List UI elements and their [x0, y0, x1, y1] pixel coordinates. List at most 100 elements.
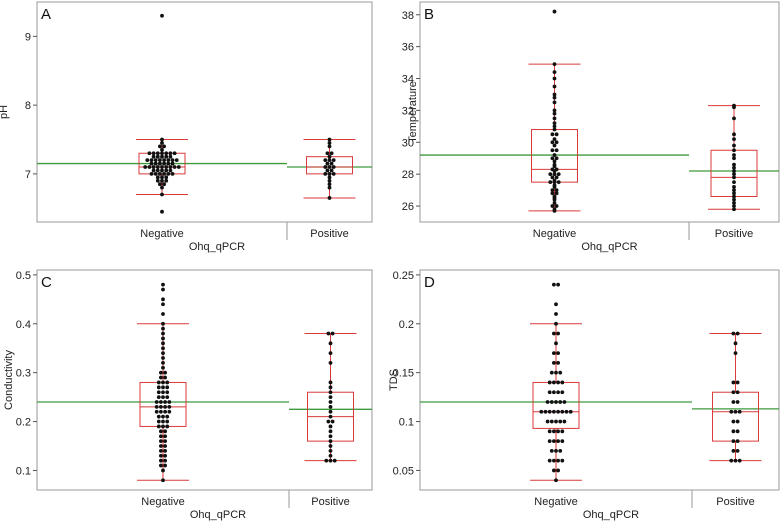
data-point [324, 458, 329, 463]
points-positive [732, 103, 736, 212]
data-point [154, 404, 159, 409]
plot-frame [36, 1, 373, 223]
data-point [170, 158, 175, 163]
data-point [732, 116, 736, 121]
data-point [562, 419, 567, 424]
data-point [161, 380, 165, 385]
data-point [158, 144, 162, 149]
data-point [155, 154, 160, 159]
data-point [552, 62, 557, 67]
data-point [735, 400, 740, 404]
data-point [159, 409, 163, 414]
data-point [549, 419, 554, 424]
data-point [552, 108, 557, 113]
data-point [159, 458, 163, 463]
data-point [328, 380, 333, 385]
data-point [323, 165, 328, 169]
data-point [161, 302, 165, 307]
data-point [732, 153, 736, 157]
data-point [163, 448, 168, 453]
data-point [327, 175, 332, 180]
data-point [329, 151, 334, 156]
data-point [165, 395, 170, 400]
data-point [560, 458, 565, 463]
y-tick-label: 0.25 [393, 270, 414, 282]
data-point [558, 400, 563, 404]
data-point [558, 370, 563, 375]
data-point [329, 161, 334, 166]
data-point [327, 185, 332, 190]
data-point [552, 185, 557, 189]
data-point [159, 434, 163, 439]
data-point [166, 161, 171, 166]
data-point [154, 400, 159, 404]
data-point [732, 191, 736, 196]
data-point [554, 188, 559, 193]
data-point [163, 375, 168, 380]
data-point [550, 156, 555, 161]
data-point [552, 116, 557, 121]
category-label-positive: Positive [310, 228, 349, 240]
data-point [149, 161, 154, 166]
data-point [549, 448, 554, 453]
data-point [735, 390, 740, 395]
data-point [156, 380, 161, 385]
data-point [163, 409, 168, 414]
data-point [545, 400, 550, 404]
x-axis-label: Ohq_qPCR [190, 509, 246, 521]
data-point [161, 351, 165, 356]
data-point [159, 444, 163, 448]
data-point [151, 165, 156, 169]
data-point [149, 171, 154, 176]
data-point [164, 165, 169, 169]
data-point [156, 395, 161, 400]
data-point [160, 154, 164, 159]
y-tick-label: 28 [402, 169, 414, 181]
data-point [556, 409, 560, 414]
data-point [149, 158, 154, 163]
data-point [729, 409, 734, 414]
data-point [155, 151, 160, 156]
data-point [325, 151, 330, 156]
x-axis-label: Ohq_qPCR [189, 241, 245, 253]
y-tick-label: 0.15 [393, 368, 414, 380]
y-tick-label: 0.4 [16, 319, 31, 331]
data-point [176, 165, 181, 169]
data-point [328, 404, 333, 409]
data-point [331, 171, 336, 176]
data-point [328, 341, 333, 346]
data-point [552, 84, 557, 89]
data-point [552, 172, 557, 177]
data-point [155, 178, 160, 183]
data-point [552, 153, 557, 157]
y-tick-label: 8 [25, 100, 31, 112]
data-point [163, 429, 168, 434]
data-point [153, 158, 158, 163]
plot-frame [36, 269, 373, 491]
data-point [325, 168, 330, 173]
data-point [327, 171, 332, 176]
plot-frame [419, 269, 780, 491]
data-point [170, 171, 175, 176]
data-point [143, 165, 148, 169]
data-point [161, 424, 165, 429]
data-point [160, 168, 164, 173]
data-point [165, 390, 170, 395]
data-point [556, 429, 560, 434]
data-point [732, 148, 736, 153]
y-tick-label: 38 [402, 10, 414, 22]
data-point [554, 148, 559, 153]
data-point [328, 400, 333, 404]
data-point [552, 95, 557, 100]
category-label-negative: Negative [140, 228, 183, 240]
points-positive [729, 331, 742, 463]
data-point [158, 171, 162, 176]
data-point [161, 365, 165, 370]
panel-b: B 26 28 30 32 34 36 38 Temperature Negative Positi… [402, 1, 780, 253]
data-point [732, 156, 736, 161]
data-point [732, 194, 736, 199]
data-point [731, 400, 736, 404]
data-point [160, 178, 164, 183]
data-point [552, 9, 557, 14]
data-point [733, 351, 738, 356]
